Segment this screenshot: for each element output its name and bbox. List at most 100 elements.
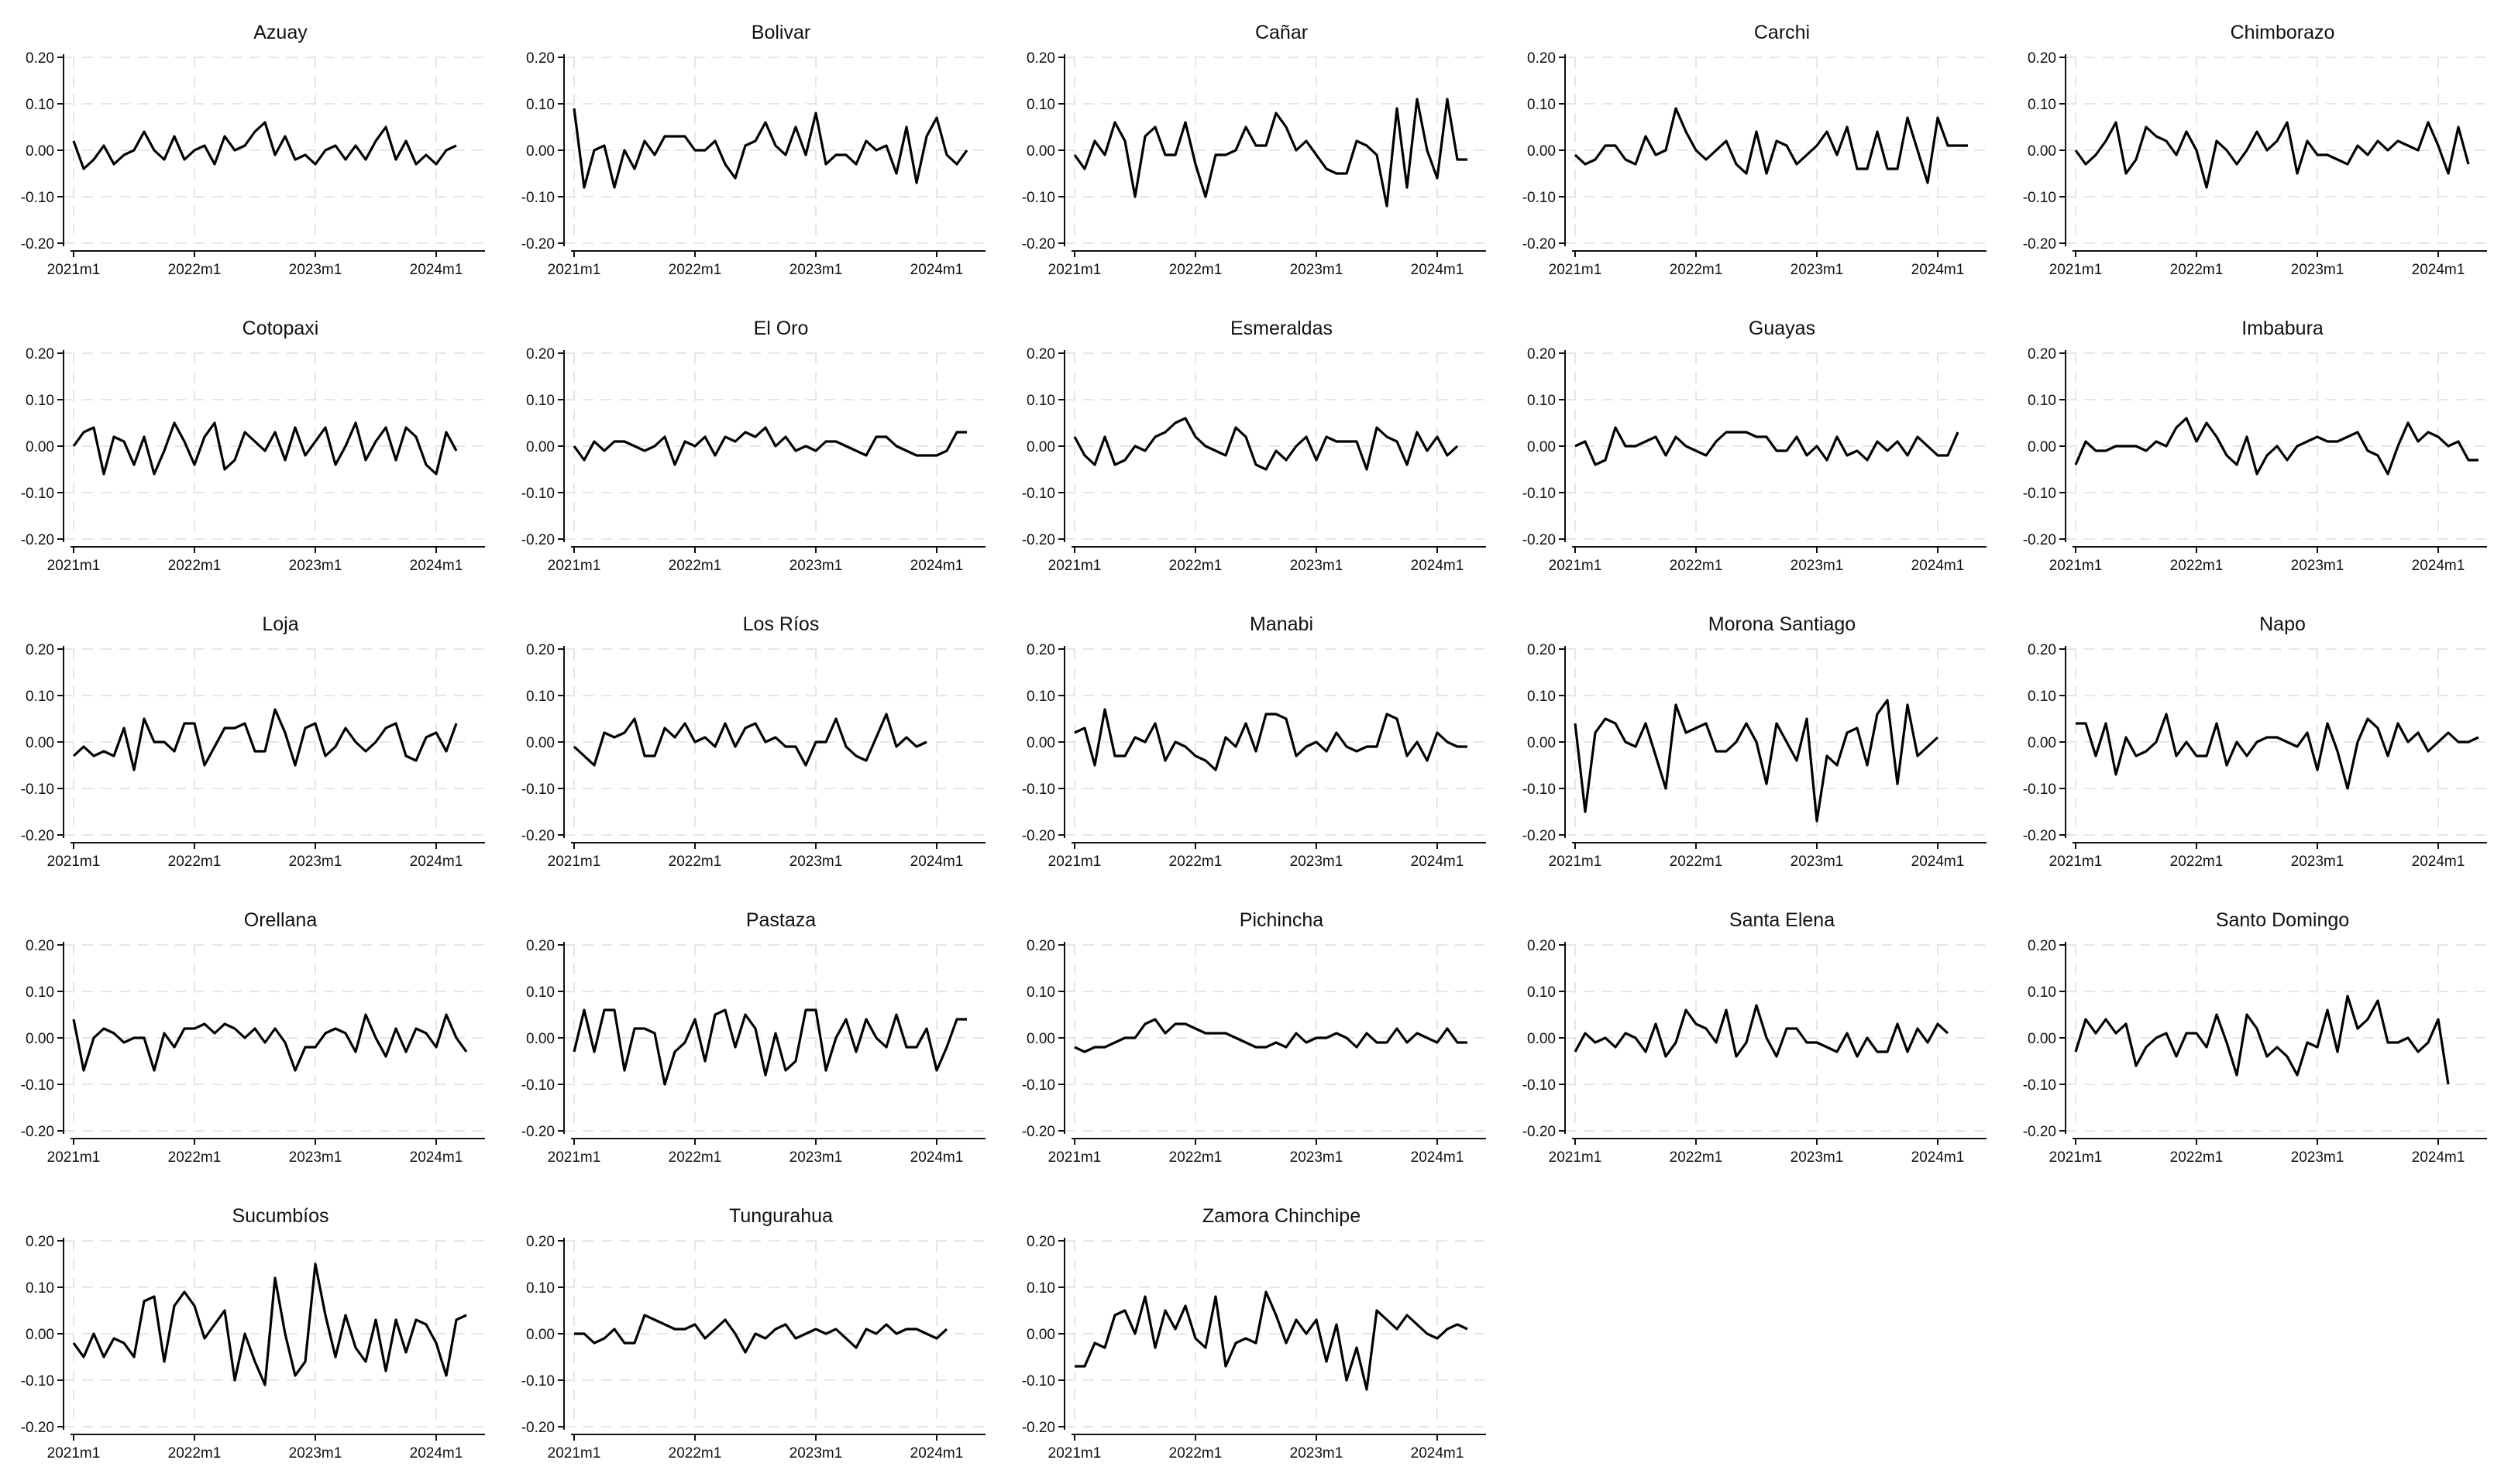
x-tick-label: 2022m1 [2170,1149,2224,1166]
x-tick-label: 2024m1 [910,1445,964,1462]
x-tick-label: 2023m1 [789,558,843,574]
x-tick-label: 2023m1 [1290,558,1343,574]
x-tick-label: 2022m1 [2170,854,2224,870]
y-tick-label: 0.20 [526,50,555,67]
x-tick-label: 2022m1 [168,262,222,278]
x-tick-label: 2021m1 [1048,1445,1102,1462]
y-tick-label: 0.00 [2028,439,2056,455]
panel-title: Manabi [1250,613,1313,635]
y-tick-label: 0.20 [26,1234,54,1250]
y-tick-label: -0.20 [1022,1420,1055,1436]
x-tick-label: 2022m1 [669,1445,722,1462]
panel-santo-domingo: Santo Domingo 0.20 0.10 0.00 -0.10 -0.20 2021m… [2002,894,2494,1188]
y-tick-label: 0.10 [1027,97,1055,113]
series-line [72,421,458,476]
x-tick-label: 2024m1 [910,1149,964,1166]
x-tick-label: 2022m1 [168,854,222,870]
y-tick-label: 0.20 [1027,938,1055,954]
y-tick-label: 0.10 [1527,984,1556,1001]
x-tick-label: 2023m1 [789,854,843,870]
panel-pastaza: Pastaza 0.20 0.10 0.00 -0.10 -0.20 2021m1 2022m… [501,894,996,1188]
y-tick-label: 0.00 [26,735,54,751]
x-tick-label: 2024m1 [410,854,463,870]
panel-chimborazo: Chimborazo 0.20 0.10 0.00 -0.10 -0.20 2021m1 20… [2002,6,2494,301]
series-line [1075,1290,1468,1391]
y-tick-label: -0.10 [1522,190,1556,206]
x-tick-label: 2021m1 [1048,262,1102,278]
x-tick-label: 2021m1 [2049,262,2103,278]
series-line [2076,713,2479,790]
x-tick-label: 2022m1 [1169,558,1223,574]
x-tick-label: 2023m1 [1290,854,1343,870]
x-tick-label: 2021m1 [1048,558,1102,574]
x-tick-label: 2024m1 [410,558,463,574]
line-chart: Pastaza 0.20 0.10 0.00 -0.10 -0.20 2021m1 2022m… [521,909,986,1166]
y-tick-label: 0.20 [526,346,555,362]
panel-los-r-os: Los Ríos 0.20 0.10 0.00 -0.10 -0.20 2021m1 2022… [501,598,996,892]
y-tick-label: -0.10 [21,1077,54,1094]
panel-tungurahua: Tungurahua 0.20 0.10 0.00 -0.10 -0.20 2021m1 20… [501,1190,996,1484]
y-tick-label: 0.10 [2028,689,2056,705]
y-tick-label: 0.20 [2028,346,2056,362]
line-chart: Guayas 0.20 0.10 0.00 -0.10 -0.20 2021m1 2022m1… [1522,318,1987,574]
y-tick-label: -0.20 [1022,1124,1055,1140]
y-tick-label: 0.10 [26,97,54,113]
line-chart: Azuay 0.20 0.10 0.00 -0.10 -0.20 2021m1 2022m1 2… [21,22,485,278]
y-tick-label: -0.10 [1522,486,1556,502]
y-tick-label: 0.10 [1527,97,1556,113]
y-tick-label: -0.10 [521,486,555,502]
y-tick-label: -0.10 [1522,1077,1556,1094]
x-tick-label: 2023m1 [289,854,342,870]
x-tick-label: 2024m1 [1411,1445,1464,1462]
series-line [573,713,927,767]
x-tick-label: 2021m1 [47,558,101,574]
line-chart: Bolivar 0.20 0.10 0.00 -0.10 -0.20 2021m1 2022m… [521,22,986,278]
panel-title: Los Ríos [743,613,820,635]
y-tick-label: 0.00 [1527,1031,1556,1047]
x-tick-label: 2022m1 [1169,262,1223,278]
x-tick-label: 2021m1 [548,1149,601,1166]
y-tick-label: 0.10 [526,689,555,705]
panel-title: El Oro [754,318,809,339]
y-tick-label: 0.10 [2028,97,2056,113]
y-tick-label: -0.10 [2023,1077,2056,1094]
y-tick-label: 0.10 [1027,393,1055,409]
x-tick-label: 2021m1 [47,854,101,870]
x-tick-label: 2023m1 [2291,262,2344,278]
x-tick-label: 2024m1 [410,1149,463,1166]
y-tick-label: 0.00 [1027,735,1055,751]
y-tick-label: 0.20 [1027,50,1055,67]
x-tick-label: 2024m1 [910,854,964,870]
y-tick-label: 0.10 [1527,689,1556,705]
series-line [1073,417,1459,471]
y-tick-label: 0.20 [26,642,54,658]
y-tick-label: 0.10 [1027,984,1055,1001]
x-tick-label: 2023m1 [289,1149,342,1166]
x-tick-label: 2023m1 [2291,1149,2344,1166]
y-tick-label: 0.20 [2028,50,2056,67]
y-tick-label: -0.20 [1022,532,1055,548]
x-tick-label: 2024m1 [1411,1149,1464,1166]
x-tick-label: 2024m1 [2412,854,2465,870]
series-line [2074,994,2450,1085]
y-tick-label: -0.20 [1022,828,1055,844]
y-tick-label: -0.20 [1522,236,1556,252]
panel-carchi: Carchi 0.20 0.10 0.00 -0.10 -0.20 2021m1 2022m1… [1502,6,1997,301]
y-tick-label: 0.10 [26,689,54,705]
series-line [573,426,967,466]
x-tick-label: 2024m1 [910,558,964,574]
panel-azuay: Azuay 0.20 0.10 0.00 -0.10 -0.20 2021m1 2022m1 2… [0,6,496,301]
x-tick-label: 2022m1 [1169,854,1223,870]
x-tick-label: 2022m1 [1670,558,1723,574]
panel-sucumb-os: Sucumbíos 0.20 0.10 0.00 -0.10 -0.20 2021m1 202… [0,1190,496,1484]
y-tick-label: -0.20 [21,1124,54,1140]
x-tick-label: 2024m1 [410,1445,463,1462]
y-tick-label: -0.20 [521,1124,555,1140]
x-tick-label: 2023m1 [1290,1445,1343,1462]
y-tick-label: 0.20 [1527,642,1556,658]
panel-title: Sucumbíos [232,1205,329,1227]
series-line [573,108,968,189]
x-tick-label: 2022m1 [669,262,722,278]
x-tick-label: 2023m1 [789,1445,843,1462]
